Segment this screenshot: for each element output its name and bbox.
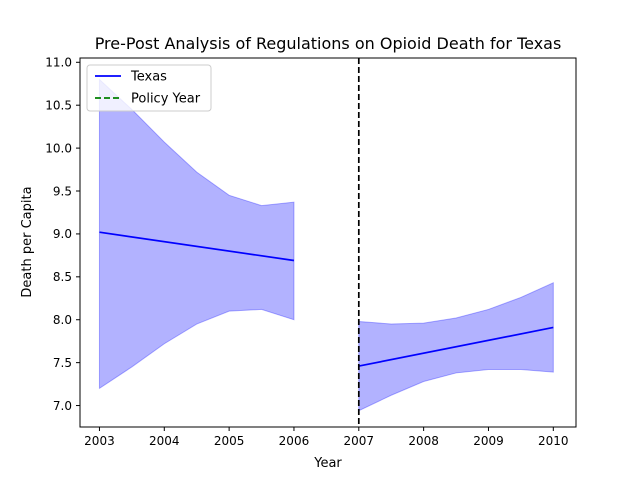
texas-line-segment-1 (99, 231, 295, 262)
y-tick-label: 10.0 (45, 141, 72, 155)
y-tick-label: 9.0 (53, 227, 72, 241)
y-tick-label: 10.5 (45, 98, 72, 112)
y-tick-label: 7.5 (53, 356, 72, 370)
texas-line-segment-2 (358, 326, 554, 367)
x-axis-label: Year (313, 456, 342, 471)
x-tick-label: 2006 (279, 434, 310, 448)
y-axis-ticks: 7.0 7.5 8.0 8.5 9.0 9.5 10.0 10.5 11.0 (45, 56, 80, 413)
x-tick-label: 2005 (214, 434, 245, 448)
x-tick-label: 2010 (538, 434, 569, 448)
x-tick-label: 2003 (84, 434, 115, 448)
x-tick-label: 2008 (408, 434, 439, 448)
y-tick-label: 8.0 (53, 313, 72, 327)
legend-texas-label: Texas (130, 70, 167, 85)
y-axis-label: Death per Capita (20, 186, 35, 297)
x-tick-label: 2004 (149, 434, 180, 448)
y-tick-label: 11.0 (45, 56, 72, 70)
y-tick-label: 7.0 (53, 399, 72, 413)
plot-frame (79, 57, 577, 428)
confidence-band-1 (98, 78, 295, 390)
legend: Texas Policy Year (86, 64, 212, 112)
y-tick-label: 9.5 (53, 184, 72, 198)
legend-policy-year-label: Policy Year (131, 92, 201, 107)
x-tick-label: 2009 (473, 434, 504, 448)
x-axis-ticks: 2003 2004 2005 2006 2007 2008 2009 2010 (84, 427, 569, 448)
chart-title: Pre-Post Analysis of Regulations on Opio… (95, 34, 562, 53)
x-tick-label: 2007 (344, 434, 375, 448)
y-tick-label: 8.5 (53, 270, 72, 284)
plot-area (98, 58, 554, 427)
